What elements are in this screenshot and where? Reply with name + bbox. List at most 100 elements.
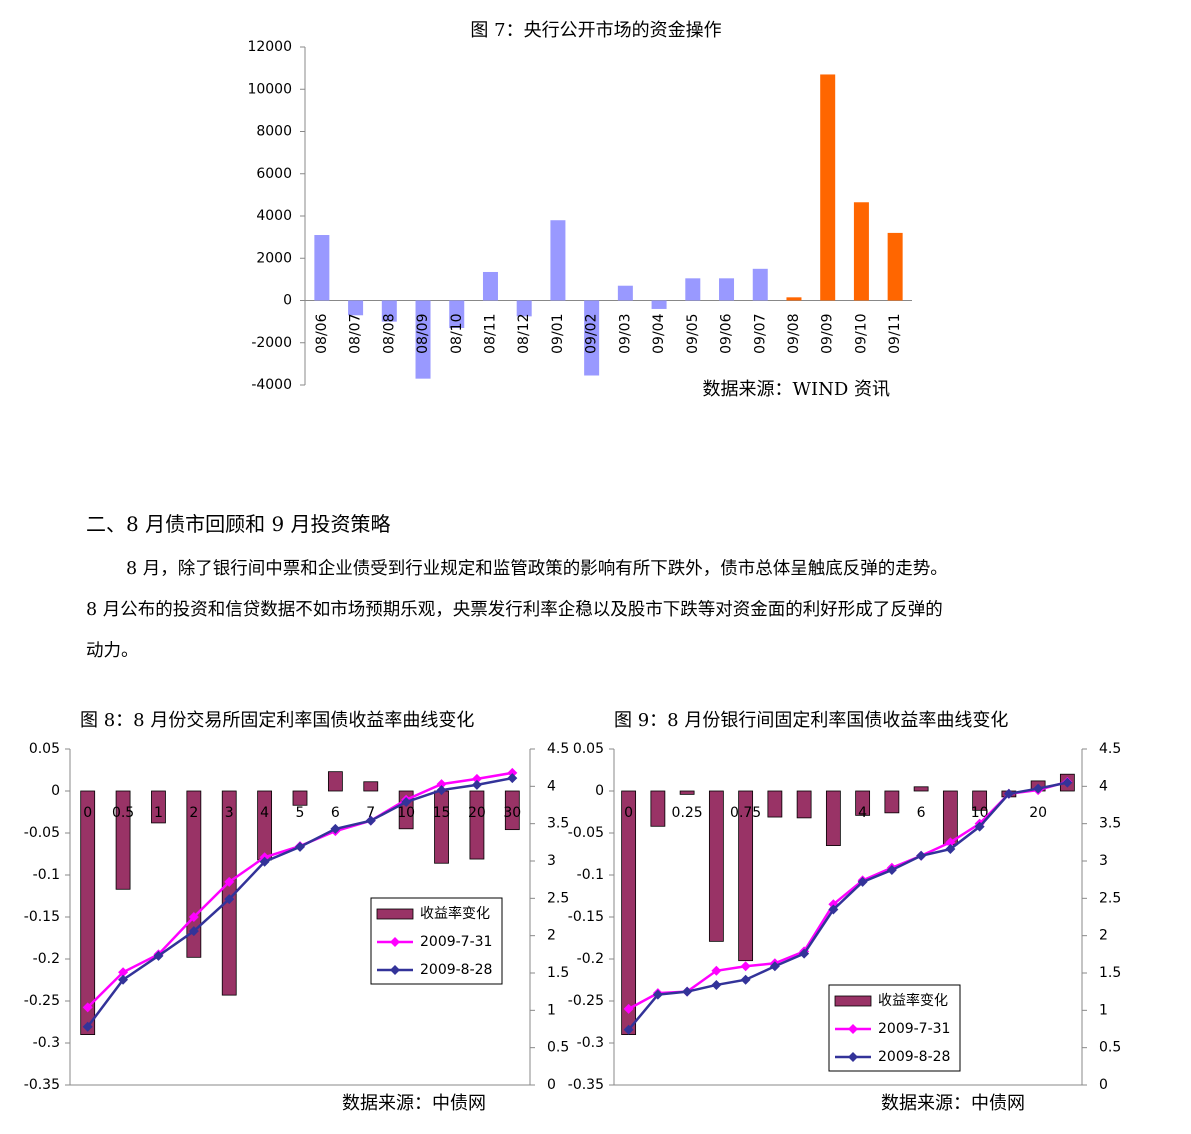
- y-tick-label: 0: [595, 783, 604, 799]
- bar: [752, 268, 768, 301]
- x-tick-label: 09/10: [853, 314, 869, 354]
- y2-tick-label: 3.5: [1099, 816, 1121, 832]
- source-note: 数据来源：中债网: [881, 1093, 1025, 1114]
- bar: [887, 232, 903, 301]
- marker: [118, 974, 129, 985]
- bar: [650, 790, 666, 827]
- y-tick-label: -0.25: [24, 993, 60, 1009]
- x-tick-label: 10: [397, 805, 415, 821]
- x-tick-label: 09/02: [584, 314, 600, 354]
- y-tick-label: 0.05: [29, 741, 60, 757]
- legend-marker: [848, 1052, 858, 1062]
- x-tick-label: 09/03: [617, 314, 633, 354]
- y-tick-label: 0: [283, 293, 292, 309]
- legend-swatch: [376, 908, 414, 920]
- y-tick-label: -0.2: [33, 951, 60, 967]
- bar: [685, 278, 701, 301]
- marker: [436, 785, 447, 796]
- y-tick-label: -0.3: [577, 1035, 604, 1051]
- x-tick-label: 08/08: [381, 314, 397, 354]
- x-tick-label: 4: [858, 805, 867, 821]
- x-tick-label: 08/12: [516, 314, 532, 354]
- marker: [711, 979, 722, 990]
- bar: [115, 790, 131, 890]
- bar: [913, 786, 929, 792]
- y2-tick-label: 1: [1099, 1002, 1108, 1018]
- y2-tick-label: 2.5: [1099, 890, 1121, 906]
- y2-tick-label: 2.5: [547, 890, 569, 906]
- marker: [188, 926, 199, 937]
- x-tick-label: 09/05: [685, 314, 701, 354]
- bar: [621, 790, 637, 1036]
- y-tick-label: 8000: [256, 124, 292, 140]
- y-tick-label: -0.15: [568, 909, 604, 925]
- legend-swatch: [834, 995, 872, 1007]
- bar: [550, 220, 566, 301]
- y-tick-label: -0.05: [24, 825, 60, 841]
- marker: [1003, 788, 1014, 799]
- chart-title: 图 9：8 月份银行间固定利率国债收益率曲线变化: [614, 710, 1008, 731]
- section-heading: 二、8 月债市回顾和 9 月投资策略: [86, 512, 391, 536]
- y2-tick-label: 3.5: [547, 816, 569, 832]
- x-tick-label: 09/07: [752, 314, 768, 354]
- y-tick-label: -0.1: [577, 867, 604, 883]
- x-tick-label: 15: [433, 805, 451, 821]
- bar: [786, 297, 802, 301]
- x-tick-label: 6: [917, 805, 926, 821]
- legend-label: 收益率变化: [420, 905, 490, 922]
- marker: [507, 767, 518, 778]
- y2-tick-label: 2: [547, 928, 556, 944]
- y2-tick-label: 3: [547, 853, 556, 869]
- bar: [257, 790, 273, 861]
- y2-tick-label: 2: [1099, 928, 1108, 944]
- y-tick-label: -0.35: [24, 1077, 60, 1093]
- bar: [469, 790, 485, 860]
- bar: [708, 790, 724, 942]
- bar: [482, 271, 498, 301]
- bar: [820, 74, 836, 301]
- x-tick-label: 20: [1029, 805, 1047, 821]
- marker: [1033, 783, 1044, 794]
- bar: [719, 278, 735, 301]
- marker: [471, 779, 482, 790]
- marker: [740, 961, 751, 972]
- marker: [945, 844, 956, 855]
- bar: [363, 781, 379, 792]
- legend-label: 2009-7-31: [420, 934, 492, 950]
- x-tick-label: 08/10: [449, 314, 465, 354]
- y2-tick-label: 4: [547, 778, 556, 794]
- bar: [738, 790, 754, 962]
- marker: [916, 850, 927, 861]
- y2-tick-label: 4: [1099, 778, 1108, 794]
- legend-label: 2009-8-28: [420, 962, 492, 978]
- x-tick-label: 09/08: [786, 314, 802, 354]
- x-tick-label: 7: [366, 805, 375, 821]
- marker: [436, 779, 447, 790]
- bar: [853, 202, 869, 301]
- y-tick-label: -0.35: [568, 1077, 604, 1093]
- legend-label: 2009-8-28: [878, 1049, 950, 1065]
- y-tick-label: 0: [51, 783, 60, 799]
- x-tick-label: 09/01: [550, 314, 566, 354]
- x-tick-label: 0: [624, 805, 633, 821]
- x-tick-label: 08/06: [314, 313, 330, 353]
- bar: [348, 300, 364, 316]
- bar: [942, 790, 958, 846]
- marker: [769, 961, 780, 972]
- bar: [679, 790, 695, 795]
- bar: [884, 790, 900, 814]
- y-tick-label: 6000: [256, 166, 292, 182]
- bar: [972, 790, 988, 811]
- y-tick-label: 4000: [256, 208, 292, 224]
- bar: [584, 300, 600, 376]
- marker: [711, 965, 722, 976]
- bar: [434, 790, 449, 864]
- marker: [828, 904, 839, 915]
- chart-title: 图 7：央行公开市场的资金操作: [470, 20, 721, 41]
- legend-label: 收益率变化: [878, 992, 948, 1009]
- source-note: 数据来源：中债网: [342, 1093, 486, 1114]
- bar: [796, 790, 812, 819]
- y-tick-label: -0.15: [24, 909, 60, 925]
- y-tick-label: -0.05: [568, 825, 604, 841]
